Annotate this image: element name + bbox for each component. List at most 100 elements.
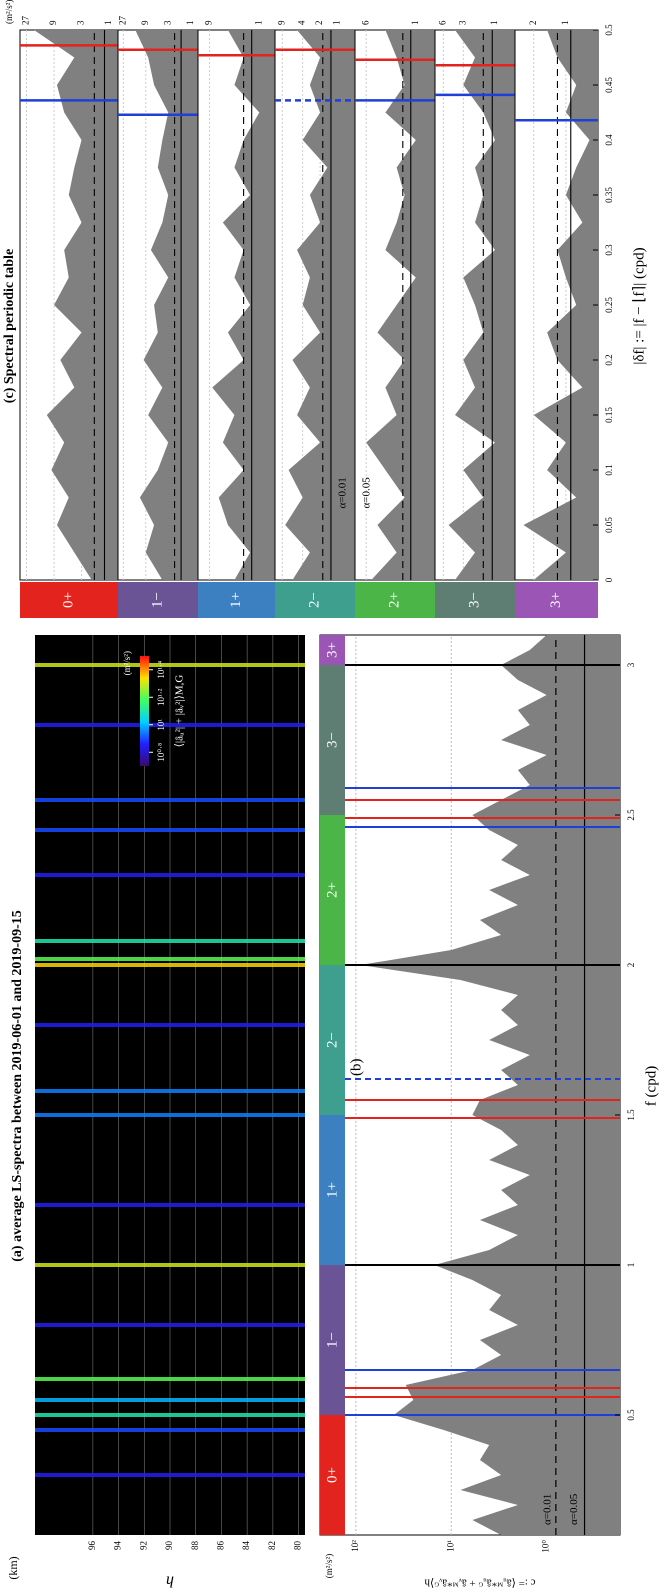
y-tick-label: 10¹ [445,1540,455,1552]
y-tick-label: 92 [138,1541,148,1550]
x-tick-label: 3 [626,662,636,667]
colorbar-tick-label: 10⁰·⁸ [156,743,166,762]
heatmap-column [35,1023,305,1027]
y-tick-label: 80 [293,1541,303,1551]
y-tick-label: 88 [190,1541,200,1551]
heatmap-column [35,798,305,802]
y-tick-label: 9 [276,20,286,25]
heatmap-column [35,1323,305,1327]
x-tick-label: 0.5 [604,24,614,36]
y-tick-label: 1 [332,21,342,26]
heatmap-column [35,1113,305,1117]
y-tick-label: 10² [350,1540,360,1552]
threshold-label: α=0.01 [541,1494,553,1525]
colorbar-units: (m²/s²) [122,651,132,675]
rotated-figure: (a) average LS-spectra between 2019-06-0… [2,0,659,1589]
y-tick-label: 1 [103,21,113,26]
y-tick-label: 3 [162,20,172,25]
y-units: (m²/s²) [324,1554,334,1578]
row-label: 3− [466,592,482,608]
y-tick-label: 84 [241,1541,251,1551]
heatmap-column [35,1377,305,1381]
y-tick-label: 27 [21,16,31,26]
colorbar [140,656,149,766]
y-tick-label: 27 [117,16,127,26]
x-tick-label: 1 [626,1263,636,1268]
x-tick-label: 0.05 [604,517,614,533]
y-units: (m²/s²) [4,0,14,24]
band-label: 1+ [324,1182,340,1198]
band-label: 2− [324,1032,340,1048]
y-tick-label: 82 [267,1541,277,1550]
y-tick-label: 2 [314,21,324,26]
heatmap-column [35,828,305,832]
row-label: 0+ [60,592,76,608]
y-tick-label: 1 [489,21,499,26]
y-units: (km) [6,1556,20,1579]
y-tick-label: 1 [410,21,420,26]
y-tick-label: 1 [560,21,570,26]
y-tick-label: 94 [113,1541,123,1551]
panel-title: (a) average LS-spectra between 2019-06-0… [10,910,25,1262]
heatmap-column [35,963,305,967]
row-label: 3+ [548,592,564,608]
x-tick-label: 0 [604,577,614,582]
y-tick-label: 2 [528,21,538,26]
heatmap-column [35,1089,305,1093]
y-tick-label: 6 [360,20,370,25]
band-label: 0+ [324,1467,340,1483]
heatmap-column [35,957,305,961]
heatmap-column [35,1428,305,1432]
y-tick-label: 1 [253,21,263,26]
y-tick-label: 9 [140,20,150,25]
x-tick-label: 2.5 [626,809,636,821]
x-tick-label: 0.3 [604,244,614,256]
y-label: c := ⟨âᵤᴹ*âᵤᴳ + âᵥᴹ*âᵥᴳ⟩h [424,1576,536,1588]
y-tick-label: 4 [297,20,307,25]
x-tick-label: 2 [626,963,636,968]
x-tick-label: 0.25 [604,297,614,313]
y-tick-label: 1 [185,21,195,26]
panel-label: (b) [348,1059,364,1077]
panel-title: (c) Spectral periodic table [2,249,17,403]
row-label: 1− [149,592,165,608]
row-label: 2− [306,592,322,608]
heatmap-column [35,873,305,877]
y-tick-label: 9 [204,20,214,25]
threshold-label: α=0.05 [361,477,373,509]
row-label: 1+ [228,592,244,608]
band-label: 3+ [324,642,340,658]
colorbar-tick-label: 10¹·⁴ [156,661,166,679]
x-tick-label: 0.45 [604,77,614,93]
heatmap-column [35,1203,305,1207]
x-label: |δf| := |f − ⌊f⌉| (cpd) [631,247,647,364]
x-tick-label: 0.1 [604,464,614,475]
band-label: 1− [324,1332,340,1348]
threshold-label: α=0.01 [337,477,349,508]
x-tick-label: 0.15 [604,407,614,423]
heatmap-column [35,1263,305,1267]
y-tick-label: 9 [48,20,58,25]
x-tick-label: 0.2 [604,354,614,365]
threshold-label: α=0.05 [568,1493,580,1525]
y-tick-label: 6 [437,20,447,25]
x-tick-label: 1.5 [626,1109,636,1121]
heatmap-column [35,723,305,727]
heatmap-column [35,939,305,943]
heatmap-column [35,1473,305,1477]
y-tick-label: 96 [87,1541,97,1551]
colorbar-tick-label: 10¹ [156,719,166,731]
y-tick-label: 86 [215,1541,225,1551]
heatmap-column [35,663,305,667]
row-label: 2+ [386,592,402,608]
band-label: 2+ [324,882,340,898]
band-label: 3− [324,732,340,748]
x-tick-label: 0.5 [626,1409,636,1421]
x-tick-label: 0.35 [604,187,614,203]
y-tick-label: 90 [164,1541,174,1551]
colorbar-tick-label: 10¹·² [156,688,166,706]
figure: (a) average LS-spectra between 2019-06-0… [0,0,664,1596]
x-label: f (cpd) [643,1066,659,1106]
heatmap-column [35,1398,305,1402]
y-tick-label: 3 [76,20,86,25]
